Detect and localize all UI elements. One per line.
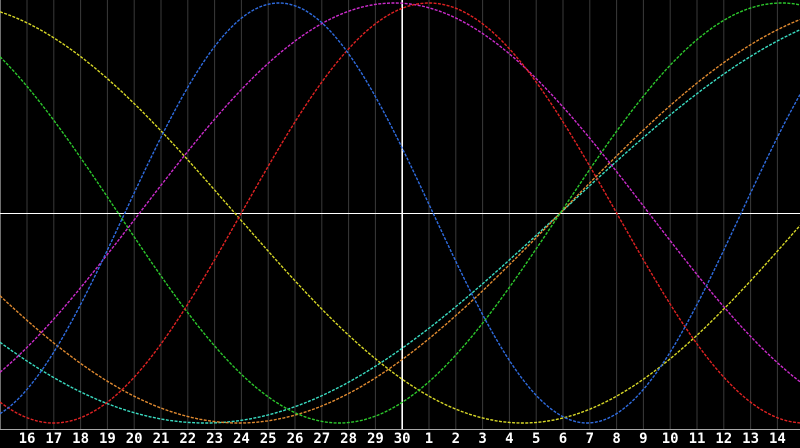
curve-awareness xyxy=(0,18,800,424)
curve-intuition xyxy=(0,2,800,383)
curve-spiritual xyxy=(0,29,800,424)
curve-physical xyxy=(0,2,800,424)
curve-emotional xyxy=(0,2,800,424)
gridlines xyxy=(26,0,778,429)
curve-aesthetic xyxy=(0,11,800,424)
